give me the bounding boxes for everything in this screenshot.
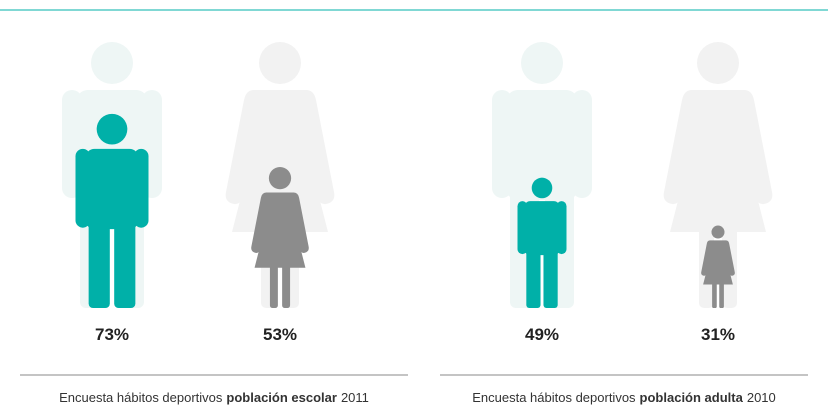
caption: Encuesta hábitos deportivos población esc… [59,390,369,405]
caption-part: Encuesta hábitos deportivos [472,390,636,405]
caption-part: Encuesta hábitos deportivos [59,390,223,405]
caption-part: 2011 [341,390,369,405]
charts: 73% 53%Encuesta hábitos deportivos poblaci… [20,42,808,405]
value-label: 73% [95,325,129,344]
value-label: 49% [525,325,559,344]
value-label: 31% [701,325,735,344]
icon-background [492,42,592,308]
caption: Encuesta hábitos deportivos población adu… [472,390,776,405]
caption-part: 2010 [747,390,776,405]
value-label: 53% [263,325,297,344]
caption-part: población escolar [226,390,337,405]
caption-part: población adulta [640,390,744,405]
